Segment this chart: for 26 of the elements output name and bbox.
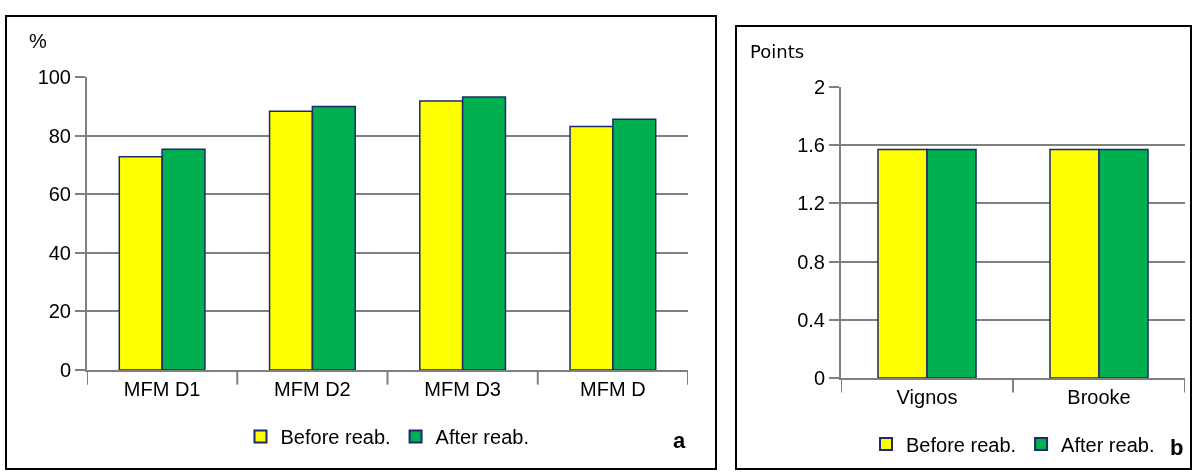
y-tick-label: 1.6 xyxy=(797,134,825,157)
y-tick-label: 0 xyxy=(59,359,71,381)
y-tick-label: 40 xyxy=(48,241,71,264)
y-tick-label: 20 xyxy=(48,300,71,323)
y-axis-title: Points xyxy=(750,41,805,62)
y-axis-title: % xyxy=(29,30,47,52)
x-tick-label: Vignos xyxy=(896,386,958,408)
legend-label: Before reab. xyxy=(906,433,1017,456)
x-tick-label: MFM D2 xyxy=(274,378,351,400)
legend-label: Before reab. xyxy=(280,426,391,449)
text: a xyxy=(673,428,686,453)
y-tick-label: 80 xyxy=(48,124,71,147)
y-tick-label: 60 xyxy=(48,183,71,206)
y-tick-label: 0.4 xyxy=(797,308,825,331)
x-tick-label: MFM D3 xyxy=(424,378,501,400)
x-tick-label: MFM D1 xyxy=(123,378,201,400)
legend-label: After reab. xyxy=(435,426,529,449)
y-tick-label: 2 xyxy=(813,76,825,98)
y-tick-label: 0.8 xyxy=(797,250,825,273)
x-tick-label: Brooke xyxy=(1067,386,1131,408)
y-tick-label: 1.2 xyxy=(797,192,825,215)
text: b xyxy=(1170,435,1184,460)
y-tick-label: 100 xyxy=(37,66,71,88)
legend-label: After reab. xyxy=(1061,433,1155,456)
x-tick-label: MFM D xyxy=(580,378,646,400)
y-tick-label: 0 xyxy=(813,367,825,389)
